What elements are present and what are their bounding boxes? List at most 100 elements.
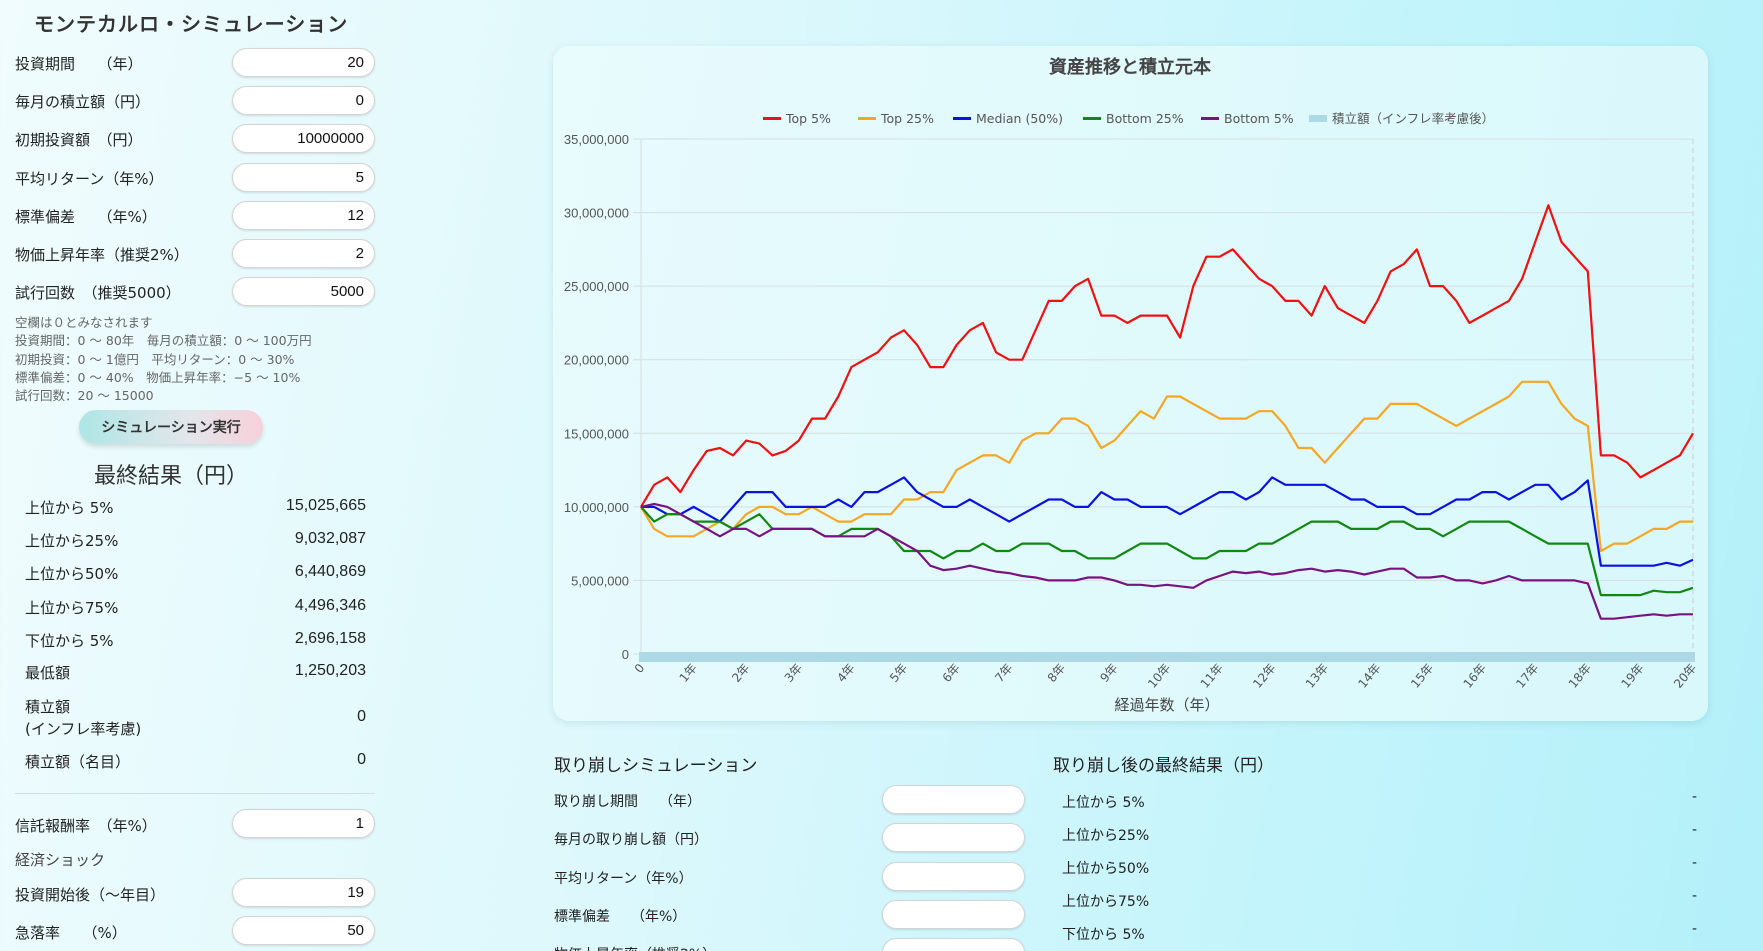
chart-card: 資産推移と積立元本 Top 5% Top 25% Median (50%) Bottom… xyxy=(553,46,1708,721)
y-tick-label: 20,000,000 xyxy=(564,353,629,368)
withdraw-label: 取り崩し期間 （年） xyxy=(554,794,701,810)
result-label: 上位から25% xyxy=(25,532,119,550)
divider xyxy=(15,793,375,794)
withdraw-label: 毎月の取り崩し額（円） xyxy=(554,832,708,848)
withdraw-input[interactable] xyxy=(882,862,1025,891)
withdraw-input[interactable] xyxy=(882,785,1025,814)
x-tick-label: 16年 xyxy=(1461,661,1489,691)
y-tick-label: 30,000,000 xyxy=(564,206,629,221)
withdraw-result-label: 下位から 5% xyxy=(1062,927,1145,943)
input-field[interactable] xyxy=(232,86,375,115)
x-tick-label: 5年 xyxy=(887,661,910,685)
app-title: モンテカルロ・シミュレーション xyxy=(34,12,349,36)
fee-label: 信託報酬率 （年%） xyxy=(15,817,157,835)
results-title: 最終結果（円） xyxy=(93,464,248,489)
legend-label: 積立額（インフレ率考慮後） xyxy=(1332,111,1494,126)
series-line-top-5 xyxy=(640,204,1694,508)
result-label: 積立額（名目） xyxy=(25,753,131,771)
withdraw-input[interactable] xyxy=(882,823,1025,852)
fee-input[interactable] xyxy=(232,809,375,838)
withdraw-result-label: 上位から75% xyxy=(1062,894,1150,910)
note-line: 初期投資：0 ～ 1億円 平均リターン：0 ～ 30% xyxy=(15,351,295,367)
result-label: 最低額 xyxy=(25,664,71,682)
shock-heading: 経済ショック xyxy=(15,851,106,869)
series-line-bottom-25 xyxy=(640,506,1694,597)
input-field[interactable] xyxy=(232,163,375,192)
withdraw-results-title: 取り崩し後の最終結果（円） xyxy=(1053,756,1274,776)
series-line-bottom-5 xyxy=(640,502,1693,620)
input-label: 平均リターン（年%） xyxy=(15,170,164,188)
input-notes: 空欄は０とみなされます 投資期間：0 ～ 80年 毎月の積立額：0 ～ 100万円… xyxy=(15,314,312,405)
x-tick-label: 10年 xyxy=(1145,661,1173,691)
legend-swatch xyxy=(1309,115,1327,122)
result-value: 4,496,346 xyxy=(294,597,366,614)
x-tick-label: 9年 xyxy=(1097,661,1120,685)
result-value: 6,440,869 xyxy=(294,563,366,580)
legend-swatch xyxy=(953,117,971,120)
x-tick-label: 6年 xyxy=(940,661,963,685)
withdraw-input[interactable] xyxy=(882,900,1025,929)
legend-label: Median (50%) xyxy=(976,111,1063,126)
legend-label: Bottom 5% xyxy=(1224,111,1294,126)
input-label: 毎月の積立額（円） xyxy=(15,93,151,111)
result-label: 上位から50% xyxy=(25,565,119,583)
x-tick-label: 2年 xyxy=(729,661,752,685)
withdraw-label: 標準偏差 （年%） xyxy=(554,909,687,925)
legend-swatch xyxy=(763,117,781,120)
result-value: 0 xyxy=(357,708,366,725)
shock-start-label: 投資開始後（～年目） xyxy=(15,886,166,904)
shock-drop-input[interactable] xyxy=(232,916,375,945)
x-tick-label: 13年 xyxy=(1303,661,1331,691)
y-tick-label: 0 xyxy=(622,647,629,662)
input-field[interactable] xyxy=(232,201,375,230)
shock-start-input[interactable] xyxy=(232,878,375,907)
legend-label: Top 25% xyxy=(880,111,934,126)
note-line: 投資期間：0 ～ 80年 毎月の積立額：0 ～ 100万円 xyxy=(15,333,312,349)
legend-item[interactable]: Top 25% xyxy=(858,111,934,126)
y-tick-label: 5,000,000 xyxy=(571,573,629,588)
legend-item[interactable]: 積立額（インフレ率考慮後） xyxy=(1309,111,1494,126)
series-principal-area xyxy=(639,652,1695,662)
run-simulation-button[interactable]: シミュレーション実行 xyxy=(79,410,263,444)
x-tick-label: 1年 xyxy=(677,661,700,685)
x-tick-label: 17年 xyxy=(1513,661,1541,691)
note-line: 標準偏差：0 ～ 40% 物価上昇年率：−5 ～ 10% xyxy=(15,369,301,385)
withdraw-result-value: - xyxy=(1691,921,1697,937)
legend-label: Bottom 25% xyxy=(1106,111,1184,126)
withdraw-input[interactable] xyxy=(882,938,1025,951)
input-label: 初期投資額 （円） xyxy=(15,131,143,149)
withdraw-result-label: 上位から25% xyxy=(1062,828,1150,844)
withdraw-result-value: - xyxy=(1691,888,1697,904)
legend-swatch xyxy=(1201,117,1219,120)
result-value: 9,032,087 xyxy=(294,530,366,547)
result-value: 2,696,158 xyxy=(294,630,366,647)
x-tick-label: 19年 xyxy=(1618,661,1646,691)
x-tick-label: 14年 xyxy=(1355,661,1383,691)
x-tick-label: 12年 xyxy=(1250,661,1278,691)
result-value: 1,250,203 xyxy=(294,662,366,679)
y-tick-label: 35,000,000 xyxy=(564,132,629,147)
result-label: 積立額 (インフレ率考慮) xyxy=(25,698,142,738)
withdraw-label: 平均リターン（年%） xyxy=(554,871,693,887)
legend-item[interactable]: Bottom 5% xyxy=(1201,111,1294,126)
result-label: 下位から 5% xyxy=(25,632,114,650)
legend-item[interactable]: Median (50%) xyxy=(953,111,1063,126)
series-line-median-50 xyxy=(641,476,1694,567)
withdraw-result-value: - xyxy=(1691,789,1697,805)
withdraw-label: 物価上昇年率（推奨2%） xyxy=(554,944,716,951)
y-tick-label: 10,000,000 xyxy=(564,500,629,515)
legend-label: Top 5% xyxy=(785,111,831,126)
input-field[interactable] xyxy=(232,277,375,306)
x-axis-title: 経過年数（年） xyxy=(1114,696,1219,714)
input-field[interactable] xyxy=(232,48,375,77)
legend-item[interactable]: Bottom 25% xyxy=(1083,111,1184,126)
input-field[interactable] xyxy=(232,239,375,268)
y-tick-label: 25,000,000 xyxy=(564,279,629,294)
input-label: 試行回数 （推奨5000） xyxy=(15,284,181,302)
legend-item[interactable]: Top 5% xyxy=(763,111,831,126)
x-tick-label: 0 xyxy=(632,661,648,676)
withdraw-result-label: 上位から 5% xyxy=(1062,795,1145,811)
result-value: 0 xyxy=(357,751,366,768)
input-label: 投資期間 （年） xyxy=(15,55,143,73)
input-field[interactable] xyxy=(232,124,375,153)
